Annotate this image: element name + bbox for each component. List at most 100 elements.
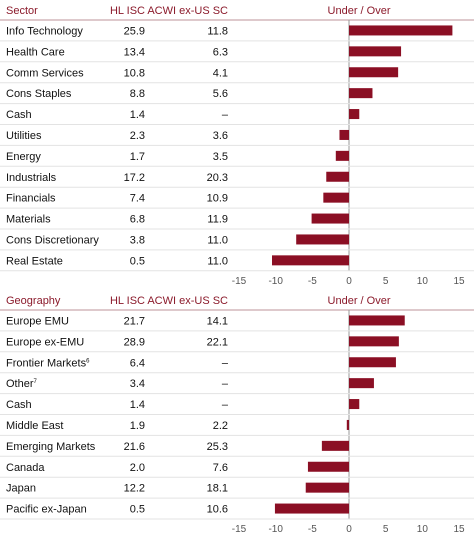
row-acwi-value: 14.1 — [207, 315, 228, 327]
diff-bar — [296, 234, 349, 245]
x-tick-label: 5 — [383, 276, 389, 287]
diff-bar — [339, 129, 349, 140]
row-hl-value: 28.9 — [124, 336, 145, 348]
diff-bar — [305, 482, 349, 493]
row-acwi-value: 10.6 — [207, 504, 228, 516]
diff-bar — [307, 461, 349, 472]
row-hl-value: 13.4 — [124, 46, 145, 58]
row-label: Europe ex-EMU — [6, 336, 84, 348]
row-label: Middle East — [6, 420, 63, 432]
row-label: Frontier Markets6 — [6, 357, 90, 369]
row-hl-value: 0.5 — [130, 255, 145, 267]
diff-bar — [349, 378, 374, 389]
row-hl-value: 21.6 — [124, 441, 145, 453]
footnote-marker: 7 — [34, 379, 38, 385]
header-acwi: ACWI ex-US SC — [147, 295, 228, 307]
diff-bar — [272, 255, 349, 266]
diff-bar — [349, 25, 453, 36]
row-hl-value: 21.7 — [124, 315, 145, 327]
row-label: Europe EMU — [6, 315, 69, 327]
x-tick-label: 15 — [453, 276, 465, 287]
row-hl-value: 3.4 — [130, 378, 145, 390]
row-hl-value: 25.9 — [124, 25, 145, 37]
row-acwi-value: – — [222, 399, 229, 411]
x-tick-label: -15 — [232, 276, 247, 287]
row-acwi-value: – — [222, 357, 229, 369]
diff-bar — [349, 88, 373, 99]
header-sector: Sector — [6, 5, 38, 17]
row-hl-value: 10.8 — [124, 67, 145, 79]
footnote-marker: 6 — [86, 358, 90, 364]
row-hl-value: 1.9 — [130, 420, 145, 432]
row-acwi-value: 25.3 — [207, 441, 228, 453]
x-tick-label: -5 — [308, 524, 317, 535]
x-tick-label: 5 — [383, 524, 389, 535]
row-label: Industrials — [6, 172, 57, 184]
row-hl-value: 6.8 — [130, 214, 145, 226]
diff-bar — [274, 503, 349, 514]
diff-bar — [346, 419, 349, 430]
row-acwi-value: – — [222, 378, 229, 390]
row-label: Info Technology — [6, 25, 83, 37]
x-tick-label: 0 — [346, 524, 352, 535]
row-label: Canada — [6, 462, 45, 474]
row-label: Cash — [6, 399, 32, 411]
diff-bar — [349, 109, 360, 120]
header-hl-isc: HL ISC — [110, 5, 145, 17]
diff-bar — [335, 150, 349, 161]
x-tick-label: 10 — [417, 524, 429, 535]
row-label: Financials — [6, 193, 56, 205]
row-label: Cons Staples — [6, 88, 72, 100]
row-label: Utilities — [6, 130, 42, 142]
row-hl-value: 17.2 — [124, 172, 145, 184]
diff-bar — [349, 399, 360, 410]
row-acwi-value: 10.9 — [207, 193, 228, 205]
x-tick-label: -15 — [232, 524, 247, 535]
diff-bar — [311, 213, 349, 224]
row-label: Cons Discretionary — [6, 234, 99, 246]
x-tick-label: 15 — [453, 524, 465, 535]
row-label: Materials — [6, 214, 51, 226]
row-hl-value: 1.4 — [130, 109, 145, 121]
diff-bar — [349, 46, 402, 57]
row-acwi-value: 11.0 — [207, 234, 228, 246]
row-acwi-value: 11.0 — [207, 255, 228, 267]
row-label: Emerging Markets — [6, 441, 96, 453]
row-hl-value: 2.0 — [130, 462, 145, 474]
row-label: Pacific ex-Japan — [6, 504, 87, 516]
row-label: Health Care — [6, 46, 65, 58]
row-acwi-value: 20.3 — [207, 172, 228, 184]
row-acwi-value: 2.2 — [213, 420, 228, 432]
row-acwi-value: 3.6 — [213, 130, 228, 142]
x-tick-label: -10 — [268, 524, 283, 535]
diff-bar — [349, 336, 399, 347]
row-acwi-value: – — [222, 109, 229, 121]
row-hl-value: 1.7 — [130, 151, 145, 163]
diff-bar — [349, 315, 405, 326]
row-acwi-value: 5.6 — [213, 88, 228, 100]
row-acwi-value: 6.3 — [213, 46, 228, 58]
diff-bar — [349, 67, 399, 78]
header-acwi: ACWI ex-US SC — [147, 5, 228, 17]
row-label: Other7 — [6, 378, 38, 390]
diff-bar — [323, 192, 349, 203]
header-under-over: Under / Over — [328, 5, 391, 17]
row-acwi-value: 18.1 — [207, 483, 228, 495]
row-label: Cash — [6, 109, 32, 121]
row-acwi-value: 22.1 — [207, 336, 228, 348]
row-label: Japan — [6, 483, 36, 495]
diff-bar — [321, 440, 349, 451]
x-tick-label: 10 — [417, 276, 429, 287]
row-hl-value: 12.2 — [124, 483, 145, 495]
row-label: Comm Services — [6, 67, 84, 79]
x-tick-label: 0 — [346, 276, 352, 287]
diff-bar — [326, 171, 349, 182]
row-hl-value: 2.3 — [130, 130, 145, 142]
header-under-over: Under / Over — [328, 295, 391, 307]
row-hl-value: 1.4 — [130, 399, 145, 411]
header-geography: Geography — [6, 295, 61, 307]
row-hl-value: 6.4 — [130, 357, 145, 369]
x-tick-label: -5 — [308, 276, 317, 287]
row-acwi-value: 11.9 — [207, 214, 228, 226]
